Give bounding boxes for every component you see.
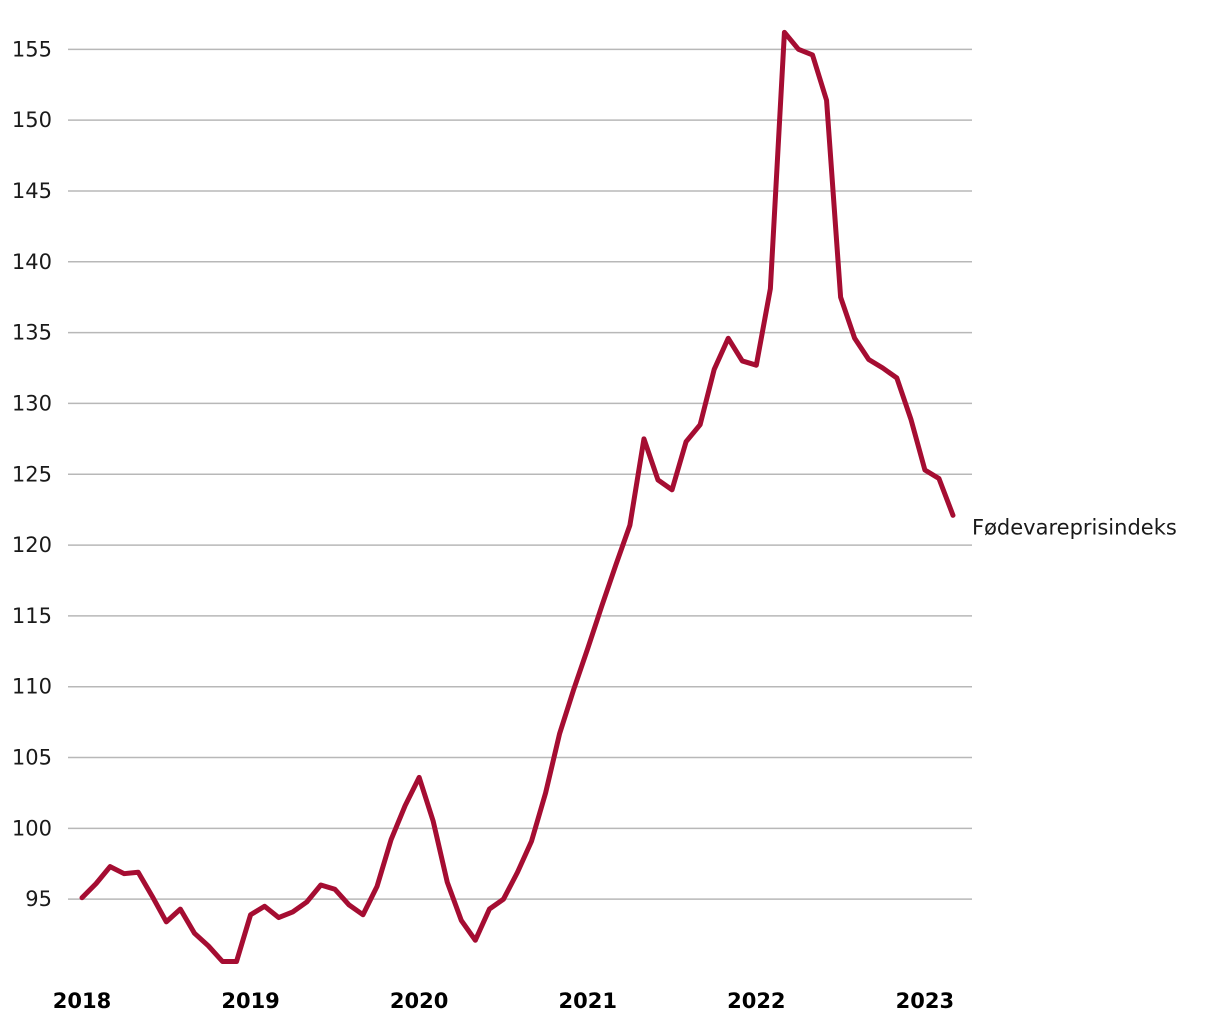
series-label: Fødevareprisindeks [972,515,1177,539]
y-axis-ticks: 95 100 105 110 115 120 125 130 135 140 145 150 155 [12,37,52,911]
y-tick-label: 140 [12,250,52,274]
y-tick-label: 155 [12,37,52,61]
x-tick-label: 2022 [727,989,785,1013]
y-tick-label: 105 [12,746,52,770]
y-tick-label: 120 [12,533,52,557]
x-tick-label: 2018 [53,989,111,1013]
series-labels: Fødevareprisindeks [972,515,1177,539]
y-tick-label: 135 [12,321,52,345]
x-tick-label: 2021 [559,989,617,1013]
y-tick-label: 150 [12,108,52,132]
y-tick-label: 100 [12,816,52,840]
x-tick-label: 2023 [896,989,954,1013]
y-tick-label: 125 [12,462,52,486]
y-tick-label: 145 [12,179,52,203]
x-axis-ticks: 2018 2019 2020 2021 2022 2023 [53,989,954,1013]
y-tick-label: 130 [12,391,52,415]
y-tick-label: 95 [25,887,52,911]
series-layer [79,29,956,964]
y-tick-label: 110 [12,675,52,699]
x-tick-label: 2019 [221,989,279,1013]
y-tick-label: 115 [12,604,52,628]
series-line [79,29,956,964]
x-tick-label: 2020 [390,989,448,1013]
gridlines [68,48,972,900]
